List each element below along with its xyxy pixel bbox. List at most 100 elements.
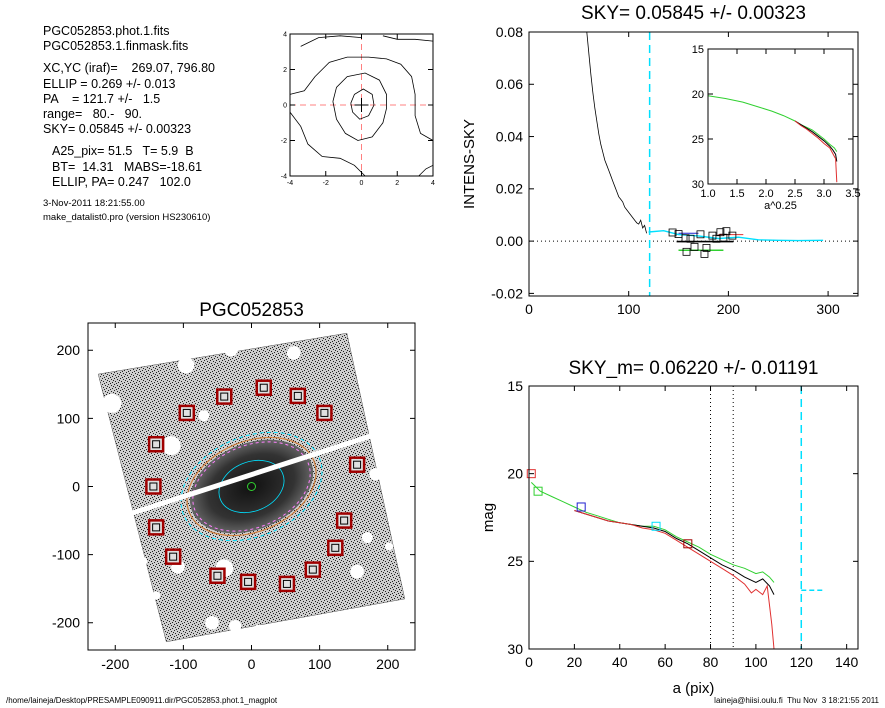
sky-ytick-label: 0.04 <box>496 128 523 144</box>
masked-star <box>392 487 404 499</box>
mag-xtick-label: 120 <box>790 654 814 670</box>
mag-xtick-label: 100 <box>744 654 768 670</box>
sky-box <box>216 388 233 405</box>
sky-xtick-label: 200 <box>717 301 741 317</box>
masked-star <box>350 564 364 579</box>
sky-box <box>209 567 226 584</box>
satellite-streak <box>88 419 415 530</box>
contour-line <box>289 111 366 177</box>
contour-xtick-label: -4 <box>287 180 293 187</box>
sky-box <box>304 561 322 578</box>
masked-star <box>177 357 195 374</box>
inset-background <box>708 49 853 184</box>
mag-xtick-label: 140 <box>835 654 859 670</box>
sky-ytick-label: 0.06 <box>496 76 523 92</box>
galaxy-xtick-label: 200 <box>376 656 400 672</box>
isophote-orange <box>186 436 317 537</box>
sky-box-inner <box>220 392 229 401</box>
inset-ytick-label: 30 <box>692 179 704 191</box>
footer-path: /home/laineja/Desktop/PRESAMPLE090911.di… <box>6 696 278 705</box>
inset-ytick-label: 25 <box>692 134 704 146</box>
inset-frame <box>707 48 854 185</box>
sky-box <box>278 575 296 593</box>
footer-host: laineja@hiisi.oulu.fi Thu Nov 3 18:21:55… <box>714 696 879 705</box>
contour-line <box>332 72 387 141</box>
sky-box-inner <box>340 516 349 525</box>
galaxy-ytick-label: 200 <box>57 342 81 358</box>
masked-star <box>198 410 210 422</box>
galaxy-xtick-label: -200 <box>101 656 129 672</box>
mag-ytick-label: 20 <box>507 466 523 482</box>
info-line: range= 80.- 90. <box>43 107 143 122</box>
contour-xtick-label: 4 <box>431 180 435 187</box>
galaxy-ytick-label: -100 <box>52 547 80 563</box>
inset-ytick-label: 15 <box>692 44 704 56</box>
mag-marker <box>651 521 661 531</box>
sky-box-marker <box>719 233 728 242</box>
sky-box-inner <box>213 571 222 580</box>
masked-star <box>152 591 161 600</box>
mag-xtick-label: 80 <box>703 654 719 670</box>
galaxy-xtick-label: 0 <box>248 656 256 672</box>
sky-box-inner <box>152 440 161 449</box>
info-line: BT= 14.31 MABS=-18.61 <box>52 159 203 174</box>
sky-box-inner <box>308 565 317 574</box>
info-line: A25_pix= 51.5 T= 5.9 B <box>52 144 194 159</box>
mag-marker <box>526 469 536 479</box>
sky-box-marker <box>702 244 711 252</box>
sky-box-marker <box>686 234 695 243</box>
sky-box <box>178 404 196 422</box>
sky-box-inner <box>149 482 158 491</box>
info-line: PA = 121.7 +/- 1.5 <box>43 91 161 106</box>
sky-box-inner <box>244 577 253 586</box>
info-line: ELLIP = 0.269 +/- 0.013 <box>43 76 176 91</box>
inset-series-line <box>794 120 838 183</box>
info-panel: PGC052853.phot.1.fits PGC052853.1.finmas… <box>43 24 215 225</box>
masked-star <box>224 342 238 357</box>
sky-box-inner <box>353 460 362 469</box>
mag-series-line <box>574 510 775 595</box>
contour-ytick-label: -4 <box>281 173 287 180</box>
galaxy-ytick-label: -200 <box>52 615 80 631</box>
contour-ytick-label: 4 <box>283 31 287 38</box>
masked-star <box>286 346 301 360</box>
sky-box-marker <box>681 234 690 243</box>
radius-axis-label: a (pix) <box>673 680 715 697</box>
contour-line <box>300 35 362 47</box>
galaxy-xtick-label: -100 <box>169 656 197 672</box>
masked-star <box>343 609 358 623</box>
masked-star <box>205 615 219 630</box>
mag-series-line <box>574 510 775 650</box>
mag-marker <box>533 486 543 496</box>
sky-box <box>147 436 165 453</box>
mag-marker <box>683 539 693 549</box>
sky-box-inner <box>182 408 191 417</box>
sky-box <box>147 519 165 536</box>
sky-box-inner <box>293 391 302 400</box>
contour-line <box>382 35 434 42</box>
masked-star <box>369 468 382 481</box>
mag-ytick-label: 25 <box>507 553 523 569</box>
isophote-inner <box>218 459 285 514</box>
sky-box-inner <box>331 543 340 552</box>
sky-frame <box>528 31 859 297</box>
sky-ytick-label: 0.02 <box>496 181 523 197</box>
sky-box-marker <box>716 228 725 237</box>
sky-box <box>335 512 353 529</box>
info-program: make_datalist0.pro (version HS230610) <box>43 212 211 224</box>
sky-box-marker <box>674 230 683 238</box>
contour-line <box>418 164 434 177</box>
sky-box-marker <box>728 231 737 240</box>
sky-box-inner <box>169 552 178 561</box>
inset-series-line <box>794 120 838 162</box>
contour-line <box>350 88 375 120</box>
sky-cyan-line <box>648 229 824 242</box>
mag-frame <box>528 385 859 650</box>
sky-xtick-label: 100 <box>617 301 641 317</box>
sky-ytick-label: 0.00 <box>496 233 523 249</box>
sky-box <box>316 404 333 422</box>
info-line: ELLIP, PA= 0.247 102.0 <box>52 174 191 189</box>
contour-xtick-label: -2 <box>323 180 329 187</box>
mag-series-line <box>530 482 775 583</box>
